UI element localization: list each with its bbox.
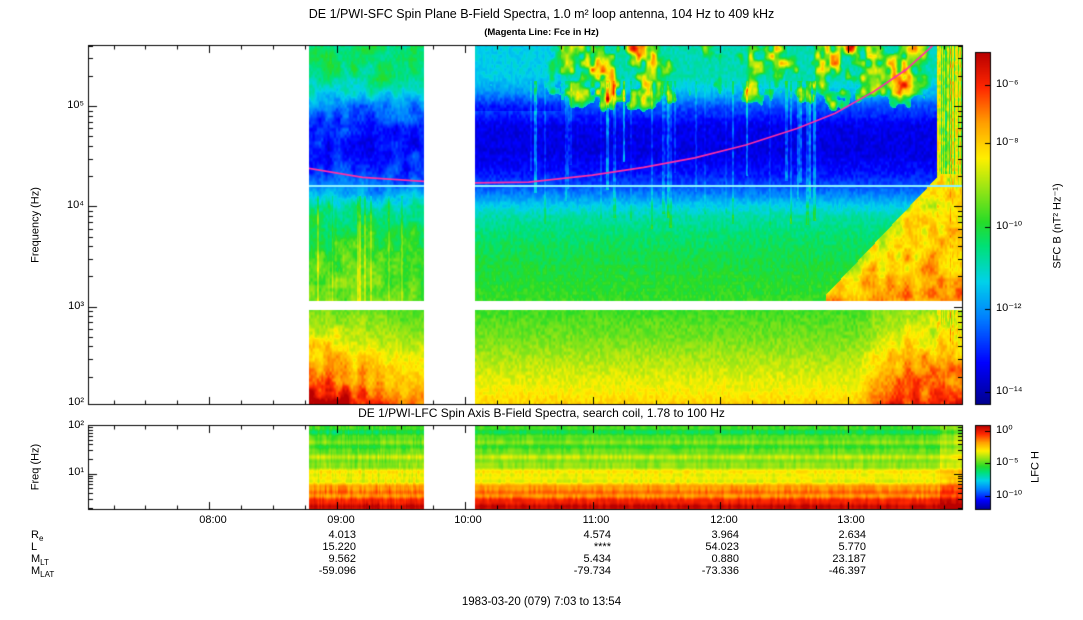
eph-value: 3.964 xyxy=(711,529,739,541)
lfc-y-axis-label: Freq (Hz) xyxy=(29,443,42,491)
sfc-ytick-1e3: 10³ xyxy=(68,300,84,312)
eph-value: -59.096 xyxy=(318,565,356,577)
sfc-cbtick-1e-6: 10⁻⁶ xyxy=(996,78,1019,90)
eph-value: 4.574 xyxy=(583,529,611,541)
eph-value: 0.880 xyxy=(711,553,739,565)
lfc-ytick-1e2: 10² xyxy=(68,419,84,431)
eph-value: -46.397 xyxy=(828,565,866,577)
xtick-1000: 10:00 xyxy=(454,514,482,526)
eph-value: 23.187 xyxy=(832,553,866,565)
eph-value: 2.634 xyxy=(838,529,866,541)
sfc-y-axis-label: Frequency (Hz) xyxy=(29,187,42,263)
xtick-1100: 11:00 xyxy=(582,514,610,526)
lfc-cbtick-1e-10: 10⁻¹⁰ xyxy=(996,489,1023,501)
eph-value: -73.336 xyxy=(701,565,739,577)
eph-label-mlt: MLT xyxy=(31,553,49,568)
sfc-colorbar-label: SFC B (nT² Hz⁻¹) xyxy=(1051,183,1064,269)
sfc-ytick-1e5: 10⁵ xyxy=(67,99,84,111)
sfc-ytick-1e4: 10⁴ xyxy=(67,199,84,211)
xtick-0900: 09:00 xyxy=(327,514,355,526)
sfc-ytick-1e2: 10² xyxy=(68,396,84,408)
sfc-cbtick-1e-12: 10⁻¹² xyxy=(996,302,1022,314)
eph-label-mlat: MLAT xyxy=(31,565,55,580)
eph-value: **** xyxy=(593,541,611,553)
eph-value: 9.562 xyxy=(328,553,356,565)
eph-label-l: L xyxy=(31,541,38,553)
eph-value: 5.770 xyxy=(838,541,866,553)
lfc-title: DE 1/PWI-LFC Spin Axis B-Field Spectra, … xyxy=(358,406,725,420)
xtick-1200: 12:00 xyxy=(710,514,738,526)
eph-value: 4.013 xyxy=(328,529,356,541)
xtick-0800: 08:00 xyxy=(199,514,227,526)
sfc-cbtick-1e-10: 10⁻¹⁰ xyxy=(996,220,1023,232)
lfc-ytick-1e1: 10¹ xyxy=(68,466,84,478)
lfc-colorbar-label: LFC H xyxy=(1029,451,1042,483)
sfc-title: DE 1/PWI-SFC Spin Plane B-Field Spectra,… xyxy=(308,7,775,21)
eph-value: -79.734 xyxy=(573,565,611,577)
sfc-subtitle: (Magenta Line: Fce in Hz) xyxy=(484,27,599,38)
eph-label-re: Re xyxy=(31,529,44,544)
eph-value: 54.023 xyxy=(705,541,739,553)
lfc-cbtick-1e0: 10⁰ xyxy=(996,424,1013,436)
eph-value: 15.220 xyxy=(322,541,356,553)
lfc-cbtick-1e-5: 10⁻⁵ xyxy=(996,456,1019,468)
sfc-cbtick-1e-8: 10⁻⁸ xyxy=(996,136,1019,148)
eph-value: 5.434 xyxy=(583,553,611,565)
sfc-cbtick-1e-14: 10⁻¹⁴ xyxy=(996,385,1023,397)
date-range-label: 1983-03-20 (079) 7:03 to 13:54 xyxy=(461,596,622,608)
xtick-1300: 13:00 xyxy=(837,514,865,526)
